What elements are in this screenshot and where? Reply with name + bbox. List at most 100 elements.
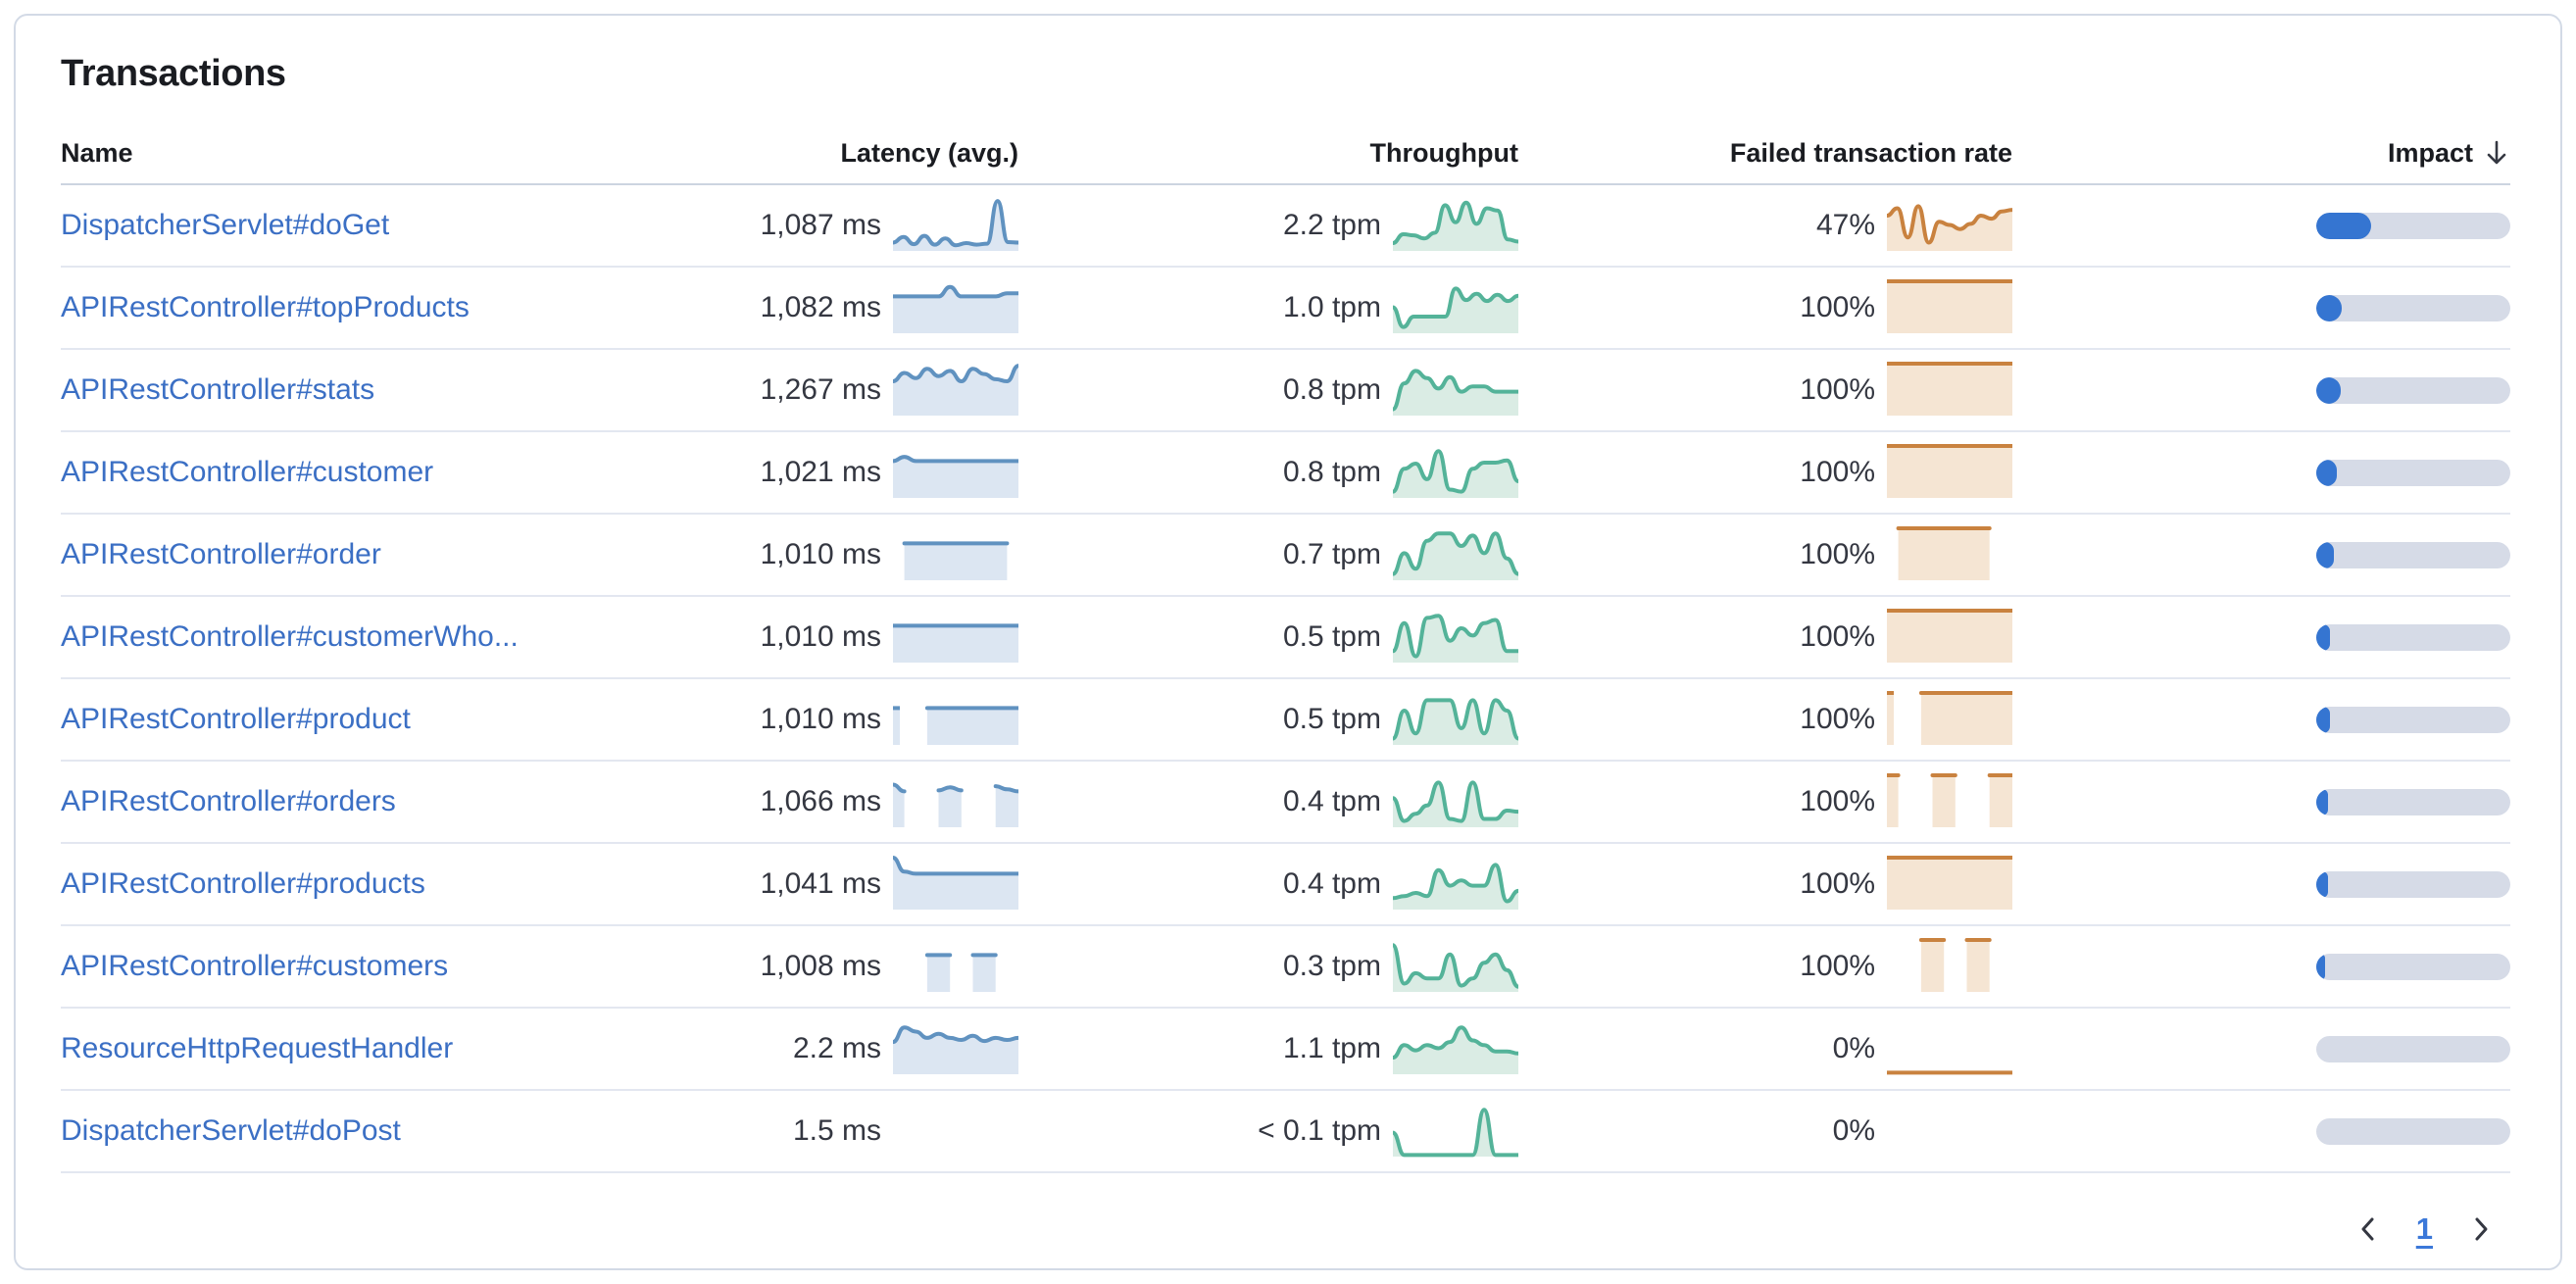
failed-rate-value: 0% — [1832, 1032, 1875, 1064]
impact-bar — [2316, 953, 2510, 980]
throughput-cell: 1.0 tpm — [1018, 278, 1518, 337]
failed-rate-value: 100% — [1800, 867, 1875, 900]
throughput-sparkline — [1393, 286, 1518, 333]
impact-bar-fill — [2316, 294, 2342, 321]
column-header-latency[interactable]: Latency (avg.) — [840, 137, 1018, 168]
throughput-value: 0.5 tpm — [1282, 620, 1381, 653]
latency-cell: 1,010 ms — [528, 690, 1018, 749]
pagination: 1 — [16, 1207, 2500, 1252]
throughput-value: 0.3 tpm — [1282, 950, 1381, 982]
transaction-name-link[interactable]: ResourceHttpRequestHandler — [61, 1032, 454, 1064]
transaction-name-link[interactable]: APIRestController#customer — [61, 456, 434, 488]
latency-value: 1,008 ms — [760, 950, 881, 982]
throughput-cell: 0.8 tpm — [1018, 361, 1518, 420]
latency-cell: 1,066 ms — [528, 772, 1018, 831]
latency-value: 1,267 ms — [760, 373, 881, 406]
table-row: APIRestController#stats 1,267 ms 0.8 tpm… — [61, 350, 2510, 432]
table-body: DispatcherServlet#doGet 1,087 ms 2.2 tpm… — [61, 185, 2510, 1173]
latency-cell: 1,008 ms — [528, 937, 1018, 996]
transaction-name-link[interactable]: APIRestController#products — [61, 867, 425, 900]
impact-bar-fill — [2316, 953, 2325, 980]
transaction-name-link[interactable]: DispatcherServlet#doPost — [61, 1114, 401, 1147]
page-number[interactable]: 1 — [2415, 1211, 2433, 1246]
throughput-cell: 2.2 tpm — [1018, 196, 1518, 255]
failed-rate-sparkline — [1887, 773, 2012, 827]
impact-cell — [2012, 459, 2510, 486]
throughput-sparkline — [1393, 369, 1518, 416]
table-row: APIRestController#product 1,010 ms 0.5 t… — [61, 679, 2510, 762]
latency-sparkline — [893, 455, 1018, 498]
failed-rate-sparkline — [1887, 609, 2012, 663]
transaction-name-link[interactable]: APIRestController#stats — [61, 373, 375, 406]
failed-rate-value: 100% — [1800, 785, 1875, 817]
latency-cell: 1,010 ms — [528, 525, 1018, 584]
impact-bar-fill — [2316, 541, 2334, 568]
throughput-cell: 0.4 tpm — [1018, 855, 1518, 914]
table-row: APIRestController#order 1,010 ms 0.7 tpm… — [61, 515, 2510, 597]
throughput-sparkline — [1393, 1025, 1518, 1074]
transaction-name-link[interactable]: DispatcherServlet#doGet — [61, 209, 390, 241]
latency-cell: 1,010 ms — [528, 608, 1018, 667]
latency-cell: 1,267 ms — [528, 361, 1018, 420]
column-header-throughput[interactable]: Throughput — [1369, 137, 1518, 168]
card-title: Transactions — [61, 53, 286, 94]
throughput-cell: 0.3 tpm — [1018, 937, 1518, 996]
latency-value: 1,010 ms — [760, 538, 881, 570]
latency-sparkline — [893, 706, 1018, 745]
failed-rate-sparkline — [1887, 444, 2012, 498]
failed-rate-cell: 100% — [1518, 361, 2012, 420]
throughput-value: 1.0 tpm — [1282, 291, 1381, 323]
impact-cell — [2012, 1117, 2510, 1145]
latency-value: 1,010 ms — [760, 703, 881, 735]
impact-cell — [2012, 870, 2510, 898]
impact-bar — [2316, 788, 2510, 815]
transaction-name-link[interactable]: APIRestController#customers — [61, 950, 449, 982]
throughput-value: 0.5 tpm — [1282, 703, 1381, 735]
throughput-value: < 0.1 tpm — [1258, 1114, 1381, 1147]
column-header-failed-rate[interactable]: Failed transaction rate — [1729, 137, 2012, 168]
throughput-sparkline — [1393, 943, 1518, 992]
impact-bar — [2316, 623, 2510, 651]
latency-value: 1.5 ms — [792, 1114, 881, 1147]
failed-rate-cell: 100% — [1518, 855, 2012, 914]
transaction-name-link[interactable]: APIRestController#customerWho... — [61, 620, 519, 653]
impact-bar-fill — [2316, 623, 2330, 651]
column-header-impact[interactable]: Impact — [2012, 138, 2510, 169]
latency-cell: 1,082 ms — [528, 278, 1018, 337]
failed-rate-sparkline — [1887, 1070, 2012, 1075]
impact-cell — [2012, 212, 2510, 239]
failed-rate-cell: 0% — [1518, 1019, 2012, 1078]
failed-rate-cell: 47% — [1518, 196, 2012, 255]
column-header-name[interactable]: Name — [61, 137, 133, 168]
failed-rate-cell: 100% — [1518, 525, 2012, 584]
table-row: APIRestController#customers 1,008 ms 0.3… — [61, 926, 2510, 1009]
table-row: ResourceHttpRequestHandler 2.2 ms 1.1 tp… — [61, 1009, 2510, 1091]
latency-value: 2.2 ms — [792, 1032, 881, 1064]
failed-rate-sparkline — [1887, 279, 2012, 333]
chevron-right-icon — [2475, 1217, 2488, 1241]
transaction-name-link[interactable]: APIRestController#product — [61, 703, 411, 735]
impact-cell — [2012, 1035, 2510, 1062]
failed-rate-value: 100% — [1800, 291, 1875, 323]
throughput-cell: 0.7 tpm — [1018, 525, 1518, 584]
transaction-name-link[interactable]: APIRestController#order — [61, 538, 381, 570]
impact-bar-fill — [2316, 788, 2328, 815]
failed-rate-sparkline — [1918, 938, 1992, 992]
next-page-button[interactable] — [2462, 1207, 2500, 1252]
impact-bar — [2316, 212, 2510, 239]
throughput-sparkline — [1393, 698, 1518, 745]
latency-value: 1,066 ms — [760, 785, 881, 817]
latency-value: 1,010 ms — [760, 620, 881, 653]
transaction-name-link[interactable]: APIRestController#orders — [61, 785, 396, 817]
failed-rate-sparkline — [1887, 691, 2012, 745]
impact-bar — [2316, 870, 2510, 898]
previous-page-button[interactable] — [2350, 1207, 2387, 1252]
transactions-card: Transactions Name Latency (avg.) Through… — [14, 14, 2562, 1270]
throughput-value: 0.8 tpm — [1282, 373, 1381, 406]
throughput-sparkline — [1393, 863, 1518, 910]
impact-bar — [2316, 1117, 2510, 1145]
table-row: APIRestController#customerWho... 1,010 m… — [61, 597, 2510, 679]
transaction-name-link[interactable]: APIRestController#topProducts — [61, 291, 470, 323]
impact-bar — [2316, 459, 2510, 486]
failed-rate-value: 100% — [1800, 703, 1875, 735]
